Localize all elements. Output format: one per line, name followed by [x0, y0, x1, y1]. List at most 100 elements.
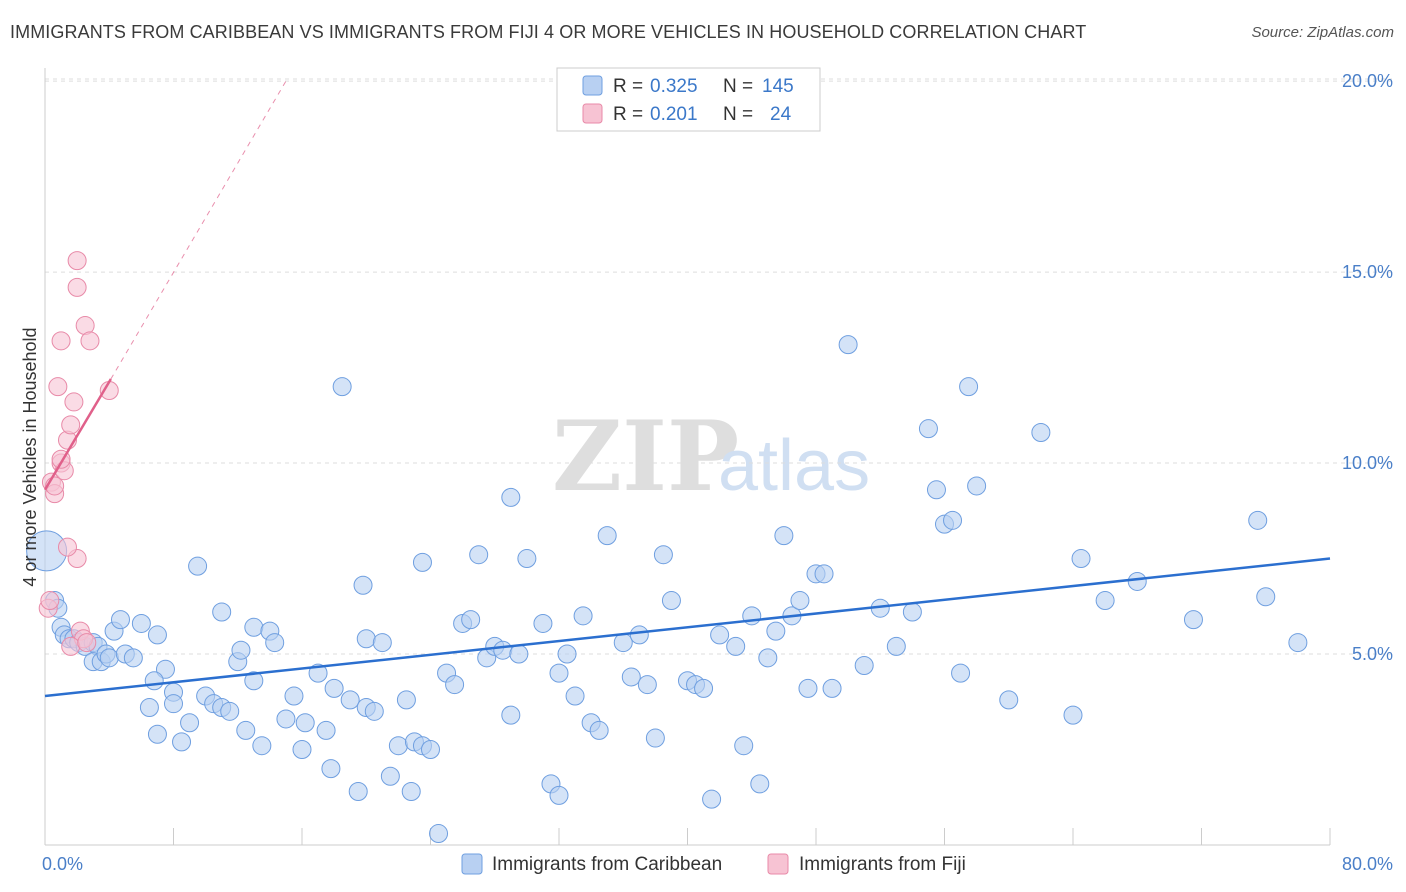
point-caribbean: [401, 782, 421, 802]
watermark-atlas: atlas: [718, 426, 870, 506]
point-caribbean: [236, 720, 256, 740]
point-caribbean: [324, 678, 344, 698]
point-caribbean: [750, 774, 770, 794]
point-caribbean: [918, 419, 938, 439]
point-caribbean: [461, 610, 481, 630]
chart-title: IMMIGRANTS FROM CARIBBEAN VS IMMIGRANTS …: [10, 22, 1087, 42]
point-caribbean: [388, 736, 408, 756]
point-caribbean: [621, 667, 641, 687]
legend-n-value-caribbean: 145: [762, 76, 794, 97]
point-caribbean: [340, 690, 360, 710]
point-caribbean: [445, 675, 465, 695]
point-fiji: [61, 415, 81, 435]
legend-r-value-caribbean: 0.325: [650, 76, 698, 97]
point-caribbean: [790, 591, 810, 611]
point-caribbean: [854, 655, 874, 675]
point-caribbean: [353, 575, 373, 595]
point-caribbean: [131, 613, 151, 633]
point-caribbean: [509, 644, 529, 664]
point-caribbean: [886, 636, 906, 656]
point-caribbean: [613, 633, 633, 653]
point-caribbean: [316, 720, 336, 740]
trend-line-fiji: [43, 378, 112, 491]
legend-r-value-fiji: 0.201: [650, 104, 698, 125]
point-caribbean: [943, 510, 963, 530]
point-caribbean: [774, 526, 794, 546]
grid-lines: [45, 78, 1392, 655]
point-caribbean: [653, 545, 673, 565]
point-caribbean: [180, 713, 200, 733]
x-tick-label-max: 80.0%: [1342, 854, 1393, 874]
point-caribbean: [429, 824, 449, 844]
point-caribbean: [421, 740, 440, 760]
point-caribbean: [147, 625, 167, 645]
point-caribbean: [295, 713, 315, 733]
y-tick-label: 5.0%: [1352, 644, 1393, 664]
point-caribbean: [1183, 610, 1203, 630]
bottom-legend-swatch-caribbean: [461, 853, 483, 875]
y-axis-title: 4 or more Vehicles in Household: [20, 327, 40, 586]
point-caribbean: [123, 648, 143, 668]
point-caribbean: [1031, 422, 1051, 442]
point-caribbean: [533, 613, 553, 633]
point-caribbean: [501, 487, 521, 507]
point-fiji: [67, 251, 87, 271]
point-fiji: [67, 277, 87, 297]
point-caribbean: [147, 724, 167, 744]
point-caribbean: [549, 663, 569, 683]
point-caribbean: [702, 789, 722, 809]
point-fiji: [51, 331, 71, 351]
point-fiji: [77, 633, 97, 653]
point-caribbean: [573, 606, 593, 626]
y-tick-label: 20.0%: [1342, 71, 1393, 91]
point-caribbean: [766, 621, 786, 641]
point-caribbean: [110, 610, 130, 630]
point-caribbean: [517, 549, 537, 569]
point-caribbean: [629, 625, 649, 645]
trend-line-caribbean: [44, 557, 1331, 698]
point-caribbean: [292, 740, 312, 760]
point-caribbean: [1256, 587, 1276, 607]
point-caribbean: [661, 591, 681, 611]
x-tick-label-min: 0.0%: [42, 854, 83, 874]
y-tick-labels: 5.0% 10.0% 15.0% 20.0%: [1342, 71, 1393, 664]
point-caribbean: [1071, 549, 1091, 569]
point-caribbean: [364, 701, 384, 721]
point-caribbean: [332, 377, 352, 397]
point-caribbean: [356, 629, 376, 649]
point-caribbean: [959, 377, 979, 397]
point-caribbean: [645, 728, 665, 748]
point-fiji: [80, 331, 100, 351]
bottom-legend-label-caribbean: Immigrants from Caribbean: [492, 854, 722, 875]
point-caribbean: [926, 480, 946, 500]
point-caribbean: [814, 564, 834, 584]
bottom-legend-label-fiji: Immigrants from Fiji: [799, 854, 966, 875]
point-caribbean: [212, 602, 232, 622]
legend-box: R = 0.325 N = 145 R = 0.201 N = 24: [556, 67, 821, 132]
point-caribbean: [469, 545, 489, 565]
point-fiji: [48, 377, 68, 397]
point-caribbean: [155, 659, 175, 679]
point-caribbean: [144, 671, 164, 691]
point-caribbean: [231, 640, 251, 660]
point-caribbean: [902, 602, 922, 622]
point-fiji: [61, 636, 81, 656]
point-caribbean: [1095, 591, 1115, 611]
watermark-zip: ZIP: [552, 400, 739, 513]
legend-r-label-fiji: R =: [613, 104, 643, 125]
point-caribbean: [348, 782, 368, 802]
point-caribbean: [372, 633, 392, 653]
point-caribbean: [321, 759, 341, 779]
point-caribbean: [1248, 510, 1268, 530]
point-caribbean: [244, 617, 264, 637]
point-caribbean: [565, 686, 585, 706]
point-caribbean: [967, 476, 987, 496]
point-caribbean: [139, 697, 159, 717]
bottom-legend: Immigrants from Caribbean Immigrants fro…: [461, 853, 966, 875]
point-fiji: [57, 537, 77, 557]
point-fiji: [64, 392, 84, 412]
point-caribbean: [589, 720, 609, 740]
point-caribbean: [172, 732, 192, 752]
point-caribbean: [694, 678, 714, 698]
